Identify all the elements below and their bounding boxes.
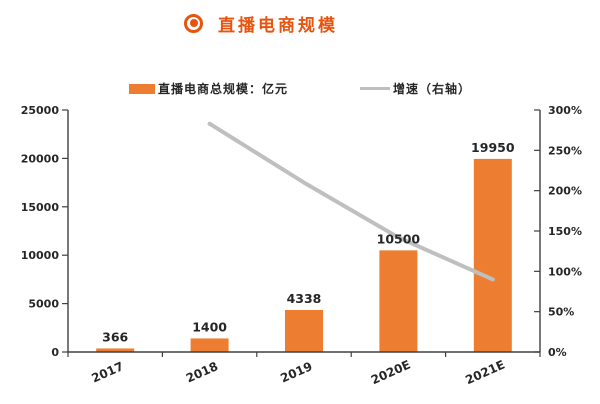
growth-rate-line	[207, 121, 495, 282]
right-axis-tick-label: 50%	[548, 306, 574, 319]
left-axis-tick-label: 20000	[21, 152, 60, 165]
bar-value-label-2018: 1400	[192, 319, 227, 334]
left-axis-tick-label: 25000	[21, 104, 60, 117]
bar-2019	[285, 310, 323, 352]
bar-value-label-2021E: 19950	[471, 140, 515, 155]
bar-2018	[190, 338, 229, 352]
page-title: 直播电商规模	[218, 15, 338, 36]
line-series-label: 增速（右轴）	[393, 82, 472, 96]
right-axis-tick-label: 250%	[548, 144, 582, 157]
bar-value-label-2017: 366	[102, 329, 128, 344]
bar-value-label-2020E: 10500	[377, 231, 421, 246]
bar-series-label: 直播电商总规模：亿元	[157, 82, 288, 96]
x-axis-category-label-2018: 2018	[184, 359, 220, 385]
left-axis-tick-label: 15000	[21, 201, 60, 214]
bar-2017	[96, 348, 135, 352]
right-axis-tick-label: 200%	[548, 185, 582, 198]
line-series-swatch	[360, 86, 390, 91]
chart-legend: 直播电商总规模：亿元 增速（右轴）	[0, 80, 600, 97]
legend-item-line-series: 增速（右轴）	[360, 80, 471, 97]
x-axis-category-label-2017: 2017	[89, 359, 125, 385]
left-axis-tick-label: 5000	[28, 298, 59, 311]
bar-2020E	[379, 250, 418, 352]
chart-title-row: 直播电商规模	[0, 10, 600, 36]
left-axis-tick-label: 10000	[21, 249, 60, 262]
bar-2021E	[473, 158, 512, 352]
x-axis-category-label-2020E: 2020E	[369, 357, 413, 387]
legend-item-bar-series: 直播电商总规模：亿元	[128, 80, 288, 97]
right-axis-tick-label: 100%	[548, 265, 582, 278]
bullseye-dot-icon	[189, 19, 198, 27]
x-axis-category-label-2019: 2019	[278, 359, 314, 385]
x-axis-category-label-2021E: 2021E	[463, 357, 507, 387]
right-axis-tick-label: 0%	[548, 346, 567, 359]
bar-series-swatch	[128, 83, 155, 94]
bullseye-icon	[184, 13, 203, 33]
right-axis-tick-label: 150%	[548, 225, 582, 238]
bar-value-label-2019: 4338	[287, 291, 322, 306]
left-axis-tick-label: 0	[51, 346, 59, 359]
right-axis-tick-label: 300%	[548, 104, 582, 117]
